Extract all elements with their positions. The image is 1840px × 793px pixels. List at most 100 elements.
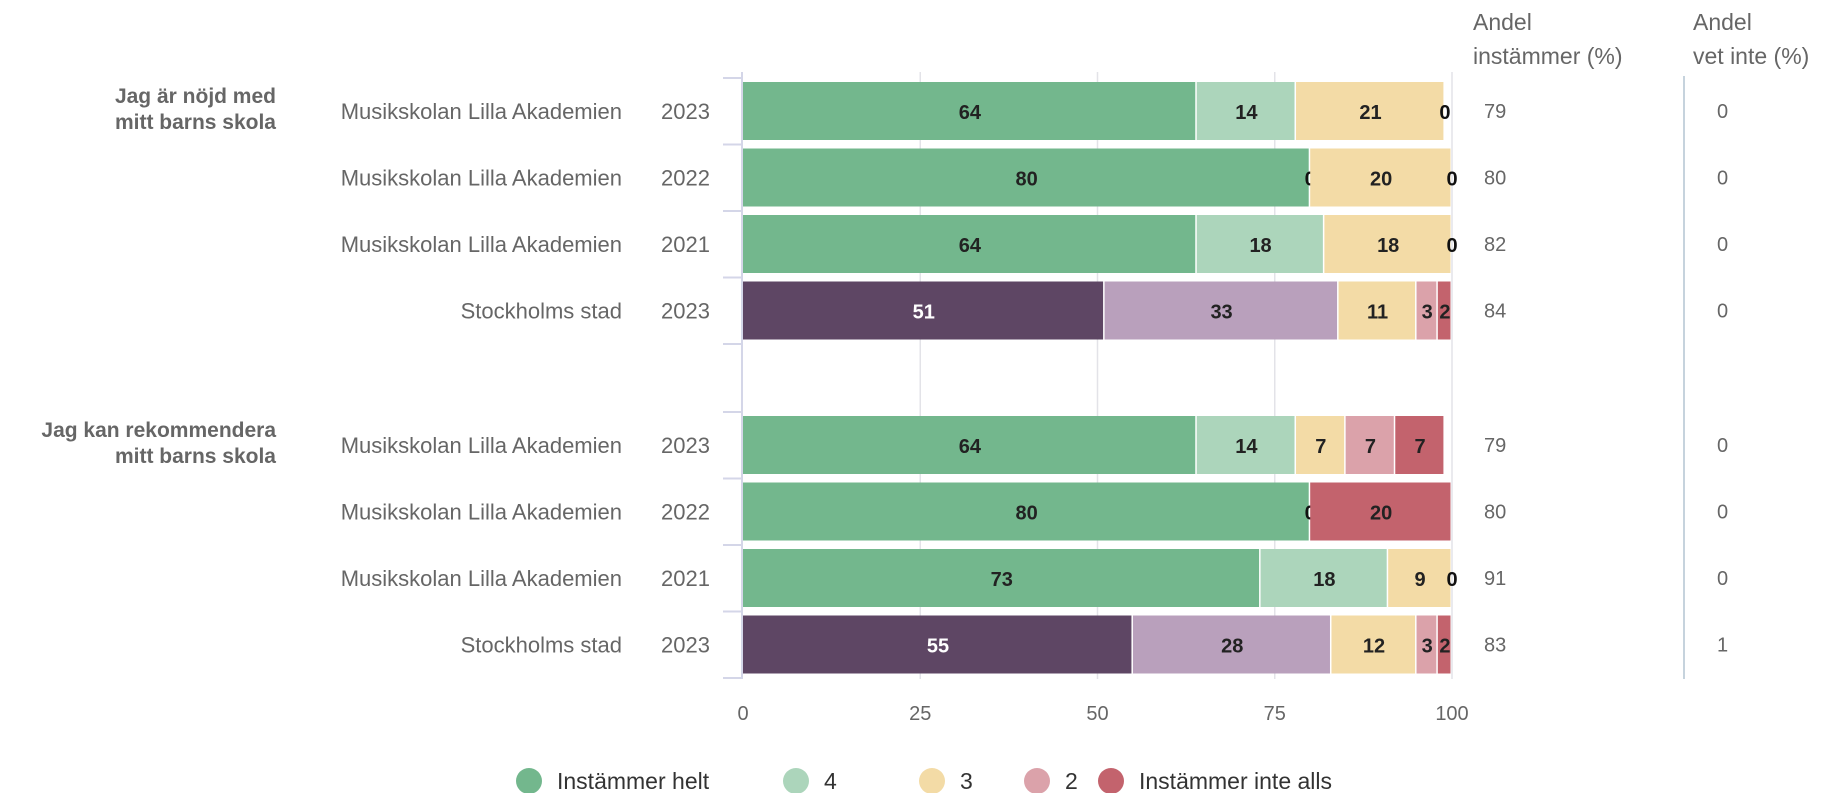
bar-data-label: 80 [1015, 503, 1037, 525]
share-dont-know-value: 0 [1717, 101, 1728, 123]
row-unit-label: Stockholms stad [461, 299, 622, 324]
x-tick-label: 0 [737, 703, 748, 725]
bar-segment [1437, 615, 1451, 674]
bar-data-label: 12 [1363, 636, 1385, 658]
bar-data-label: 64 [959, 102, 982, 124]
bar-segment [1345, 416, 1394, 474]
share-dont-know-value: 1 [1717, 635, 1728, 657]
bar-data-label: 9 [1415, 569, 1426, 591]
bar-data-label: 2 [1439, 636, 1450, 658]
bar-data-label: 64 [959, 235, 982, 257]
bar-data-label: 0 [1446, 235, 1457, 257]
share-dont-know-value: 0 [1717, 568, 1728, 590]
bar-data-label: 51 [913, 302, 935, 324]
bar-data-label: 18 [1377, 235, 1399, 257]
bar-data-label: 33 [1210, 302, 1232, 324]
bar-data-label: 20 [1370, 169, 1392, 191]
row-unit-label: Stockholms stad [461, 633, 622, 658]
share-agree-value: 83 [1484, 635, 1506, 657]
legend-label: Instämmer inte alls [1139, 768, 1332, 793]
row-year-label: 2023 [661, 99, 710, 124]
x-tick-label: 50 [1086, 703, 1108, 725]
bar-segment [1196, 215, 1323, 273]
share-dont-know-value: 0 [1717, 502, 1728, 524]
row-unit-label: Musikskolan Lilla Akademien [341, 166, 622, 191]
x-tick-label: 100 [1435, 703, 1468, 725]
bar-data-label: 3 [1422, 302, 1433, 324]
group-question-label-line2: mitt barns skola [115, 111, 276, 134]
bar-segment [1310, 482, 1451, 541]
bar-data-label: 14 [1235, 102, 1258, 124]
legend-label: 3 [960, 768, 973, 793]
group-question-label-line1: Jag kan rekommendera [41, 419, 276, 442]
bar-segment [1260, 549, 1387, 607]
bar-data-label: 18 [1249, 235, 1271, 257]
legend-swatch [516, 768, 542, 793]
row-unit-label: Musikskolan Lilla Akademien [341, 566, 622, 591]
share-agree-value: 84 [1484, 301, 1506, 323]
share-agree-value: 80 [1484, 502, 1506, 524]
row-unit-label: Musikskolan Lilla Akademien [341, 232, 622, 257]
group-question-label-line2: mitt barns skola [115, 445, 276, 468]
bar-segment [1416, 615, 1437, 674]
bar-segment [1296, 416, 1345, 474]
row-year-label: 2021 [661, 232, 710, 257]
legend-label: Instämmer helt [557, 768, 710, 793]
column-header-share-dont-know-line2: vet inte (%) [1693, 43, 1809, 69]
row-unit-label: Musikskolan Lilla Akademien [341, 99, 622, 124]
row-year-label: 2023 [661, 299, 710, 324]
bar-segment [1437, 281, 1451, 340]
bar-segment [1388, 549, 1451, 607]
bar-data-label: 3 [1422, 636, 1433, 658]
bar-segment [743, 281, 1104, 340]
column-header-share-dont-know-line1: Andel [1693, 9, 1752, 35]
bar-segment [1331, 615, 1416, 674]
bar-segment [1416, 281, 1437, 340]
bar-segment [1324, 215, 1451, 273]
share-dont-know-value: 0 [1717, 301, 1728, 323]
bar-data-label: 7 [1415, 436, 1426, 458]
bar-segment [1196, 82, 1295, 140]
bar-segment [1338, 281, 1416, 340]
bar-segment [743, 82, 1196, 140]
bar-data-label: 80 [1015, 169, 1037, 191]
bar-segment [1310, 148, 1451, 207]
row-year-label: 2021 [661, 566, 710, 591]
bar-data-label: 73 [991, 569, 1013, 591]
legend-swatch [1024, 768, 1050, 793]
bar-data-label: 21 [1359, 102, 1381, 124]
bar-data-label: 55 [927, 636, 949, 658]
x-tick-label: 75 [1264, 703, 1286, 725]
bar-segment [743, 215, 1196, 273]
bar-data-label: 0 [1439, 102, 1450, 124]
legend-swatch [919, 768, 945, 793]
bar-segment [743, 416, 1196, 474]
bar-data-label: 7 [1315, 436, 1326, 458]
share-agree-value: 82 [1484, 234, 1506, 256]
share-agree-value: 79 [1484, 101, 1506, 123]
bar-data-label: 0 [1446, 169, 1457, 191]
bar-data-label: 20 [1370, 503, 1392, 525]
bar-data-label: 14 [1235, 436, 1258, 458]
share-agree-value: 80 [1484, 168, 1506, 190]
bar-data-label: 11 [1367, 302, 1388, 324]
bar-data-label: 0 [1446, 569, 1457, 591]
legend-swatch [1098, 768, 1124, 793]
bar-segment [1395, 416, 1444, 474]
bar-segment [743, 615, 1132, 674]
bar-data-label: 64 [959, 436, 982, 458]
share-agree-value: 91 [1484, 568, 1506, 590]
bar-data-label: 18 [1313, 569, 1335, 591]
row-unit-label: Musikskolan Lilla Akademien [341, 500, 622, 525]
row-year-label: 2022 [661, 500, 710, 525]
bar-data-label: 28 [1221, 636, 1243, 658]
bar-segment [743, 549, 1260, 607]
share-dont-know-value: 0 [1717, 168, 1728, 190]
bar-segment [1296, 82, 1444, 140]
share-dont-know-value: 0 [1717, 234, 1728, 256]
x-tick-label: 25 [909, 703, 931, 725]
bar-segment [743, 148, 1309, 207]
bar-segment [1132, 615, 1330, 674]
row-unit-label: Musikskolan Lilla Akademien [341, 433, 622, 458]
